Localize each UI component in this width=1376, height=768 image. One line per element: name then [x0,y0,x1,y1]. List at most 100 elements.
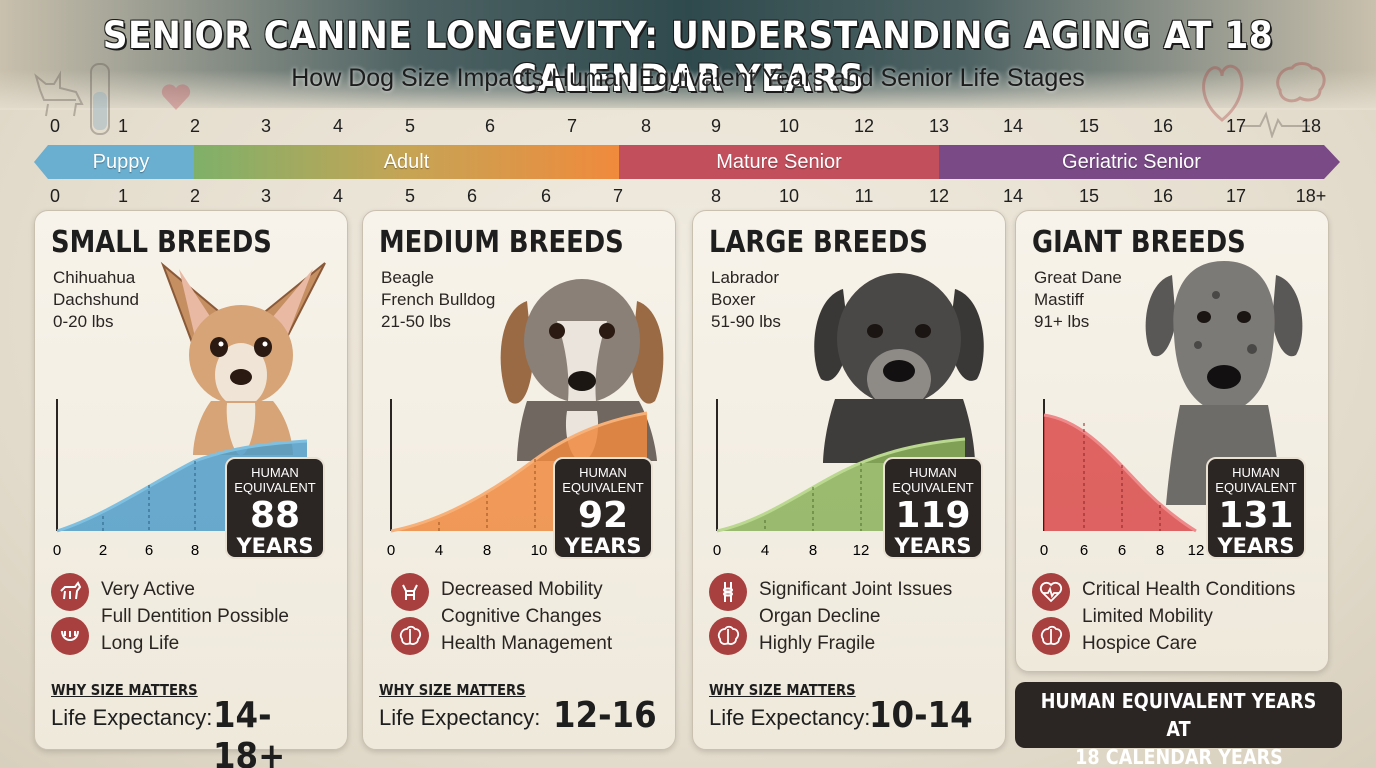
year-label: 18+ [1295,186,1327,206]
life-expectancy-label: Life Expectancy: [709,705,871,730]
year-label: 15 [1078,116,1100,136]
trait-text: Significant Joint Issues [759,579,953,600]
human-equivalent-badge: HUMAN EQUIVALENT 88 YEARS [225,457,325,559]
trait-text: Limited Mobility [1082,606,1213,627]
year-label: 3 [260,116,272,136]
year-label: 11 [854,186,874,206]
x-tick-label: 6 [1080,542,1088,559]
year-label: 7 [612,186,624,206]
teeth-icon [51,617,89,655]
human-years-value: 131 [1218,495,1294,536]
x-tick-label: 8 [191,542,199,559]
footer-line-2: 18 CALENDAR YEARS [1074,745,1283,768]
x-tick-label: 12 [853,542,870,559]
curve-line [1043,413,1197,533]
year-label: 12 [853,116,875,136]
badge-label: HUMAN EQUIVALENT [234,465,316,495]
life-stage-timeline: Puppy Adult Mature Senior Geriatric Seni… [34,145,1340,179]
life-expectancy-value: 14-18+ [213,695,286,768]
life-expectancy-value: 10-14 [869,695,973,736]
year-label: 0 [49,186,61,206]
weight-range: 0-20 lbs [53,312,114,331]
chihuahua-sketch-icon [34,70,84,117]
x-tick-label: 0 [713,542,721,559]
timeline-top-years: 0 1 2 3 4 5 6 7 8 9 10 12 13 14 15 16 17… [0,116,1376,140]
trait-text: Hospice Care [1082,633,1198,654]
giant-breeds-card: GIANT BREEDS Great Dane Mastiff 91+ lbs … [1015,210,1329,672]
year-label: 2 [189,116,201,136]
breed-name: Dachshund [53,290,140,309]
badge-label: HUMAN EQUIVALENT [1215,465,1297,495]
small-breeds-card: SMALL BREEDS Chihuahua Dachshund 0-20 lb… [34,210,348,768]
trait-text: Highly Fragile [759,633,876,654]
breed-list: Great Dane Mastiff 91+ lbs [1034,267,1122,333]
life-expectancy-value: 12-16 [553,695,657,736]
breed-name: French Bulldog [381,290,496,309]
x-tick-label: 8 [1156,542,1164,559]
year-label: 15 [1078,186,1100,206]
trait-text: Long Life [101,633,180,654]
year-label: 12 [928,186,950,206]
breed-name: Mastiff [1034,290,1084,309]
year-label: 6 [540,186,552,206]
years-unit: YEARS [564,534,642,558]
years-unit: YEARS [1217,534,1295,558]
human-years-value: 92 [577,495,629,536]
year-label: 5 [404,186,416,206]
x-tick-label: 8 [809,542,817,559]
life-expectancy-label: Life Expectancy: [379,705,541,730]
year-label: 17 [1225,116,1247,136]
brain-icon [391,617,429,655]
year-label: 1 [117,116,129,136]
breed-name: Boxer [711,290,756,309]
year-label: 9 [710,116,722,136]
x-tick-label: 0 [387,542,395,559]
curve-line [716,437,966,533]
breed-list: Labrador Boxer 51-90 lbs [711,267,781,333]
x-tick-label: 12 [1188,542,1205,559]
aging-curve-chart: 0 6 6 8 12 [1040,399,1205,559]
card-title: GIANT BREEDS [1032,225,1246,260]
year-label: 17 [1225,186,1247,206]
page-subtitle: How Dog Size Impacts Human Equivalent Ye… [291,64,1085,92]
year-label: 18 [1300,116,1322,136]
heartbeat-line-icon [1240,111,1310,138]
footer-summary-box: HUMAN EQUIVALENT YEARS AT 18 CALENDAR YE… [1015,682,1342,768]
x-tick-label: 4 [761,542,769,559]
medium-breeds-card: MEDIUM BREEDS Beagle French Bulldog 21-5… [362,210,676,750]
year-label: 13 [928,116,950,136]
weight-range: 21-50 lbs [381,312,451,331]
timeline-bar-shape [34,145,1340,179]
year-label: 10 [778,116,800,136]
stage-geriatric-senior: Geriatric Senior [1062,150,1201,173]
breed-name: Chihuahua [53,268,136,287]
year-label: 14 [1002,186,1024,206]
human-equivalent-badge: HUMAN EQUIVALENT 131 YEARS [1206,457,1306,559]
weight-range: 91+ lbs [1034,312,1090,331]
brain-icon [709,617,747,655]
trait-text: Health Management [441,633,613,654]
curve-line [390,411,648,533]
timeline-bottom-years: 0 1 2 3 4 5 6 6 7 8 10 11 12 14 15 16 17… [0,186,1376,210]
x-tick-label: 6 [145,542,153,559]
stage-adult: Adult [383,150,430,173]
dog-icon [391,573,429,611]
x-tick-label: 0 [1040,542,1048,559]
running-dog-icon [51,573,89,611]
card-title: SMALL BREEDS [51,225,272,260]
breed-name: Great Dane [1034,268,1122,287]
why-size-matters-label: WHY SIZE MATTERS [51,681,198,699]
brain-icon [1032,617,1070,655]
breed-list: Beagle French Bulldog 21-50 lbs [381,267,495,333]
stage-puppy: Puppy [92,150,150,173]
badge-label: HUMAN EQUIVALENT [562,465,644,495]
x-tick-label: 6 [1118,542,1126,559]
page-title: SENIOR CANINE LONGEVITY: UNDERSTANDING A… [102,14,1274,100]
year-label: 10 [778,186,800,206]
human-equivalent-badge: HUMAN EQUIVALENT 92 YEARS [553,457,653,559]
year-label: 2 [189,186,201,206]
trait-text: Cognitive Changes [441,606,602,627]
why-size-matters-label: WHY SIZE MATTERS [709,681,856,699]
stage-mature-senior: Mature Senior [716,150,842,173]
x-tick-label: 8 [483,542,491,559]
